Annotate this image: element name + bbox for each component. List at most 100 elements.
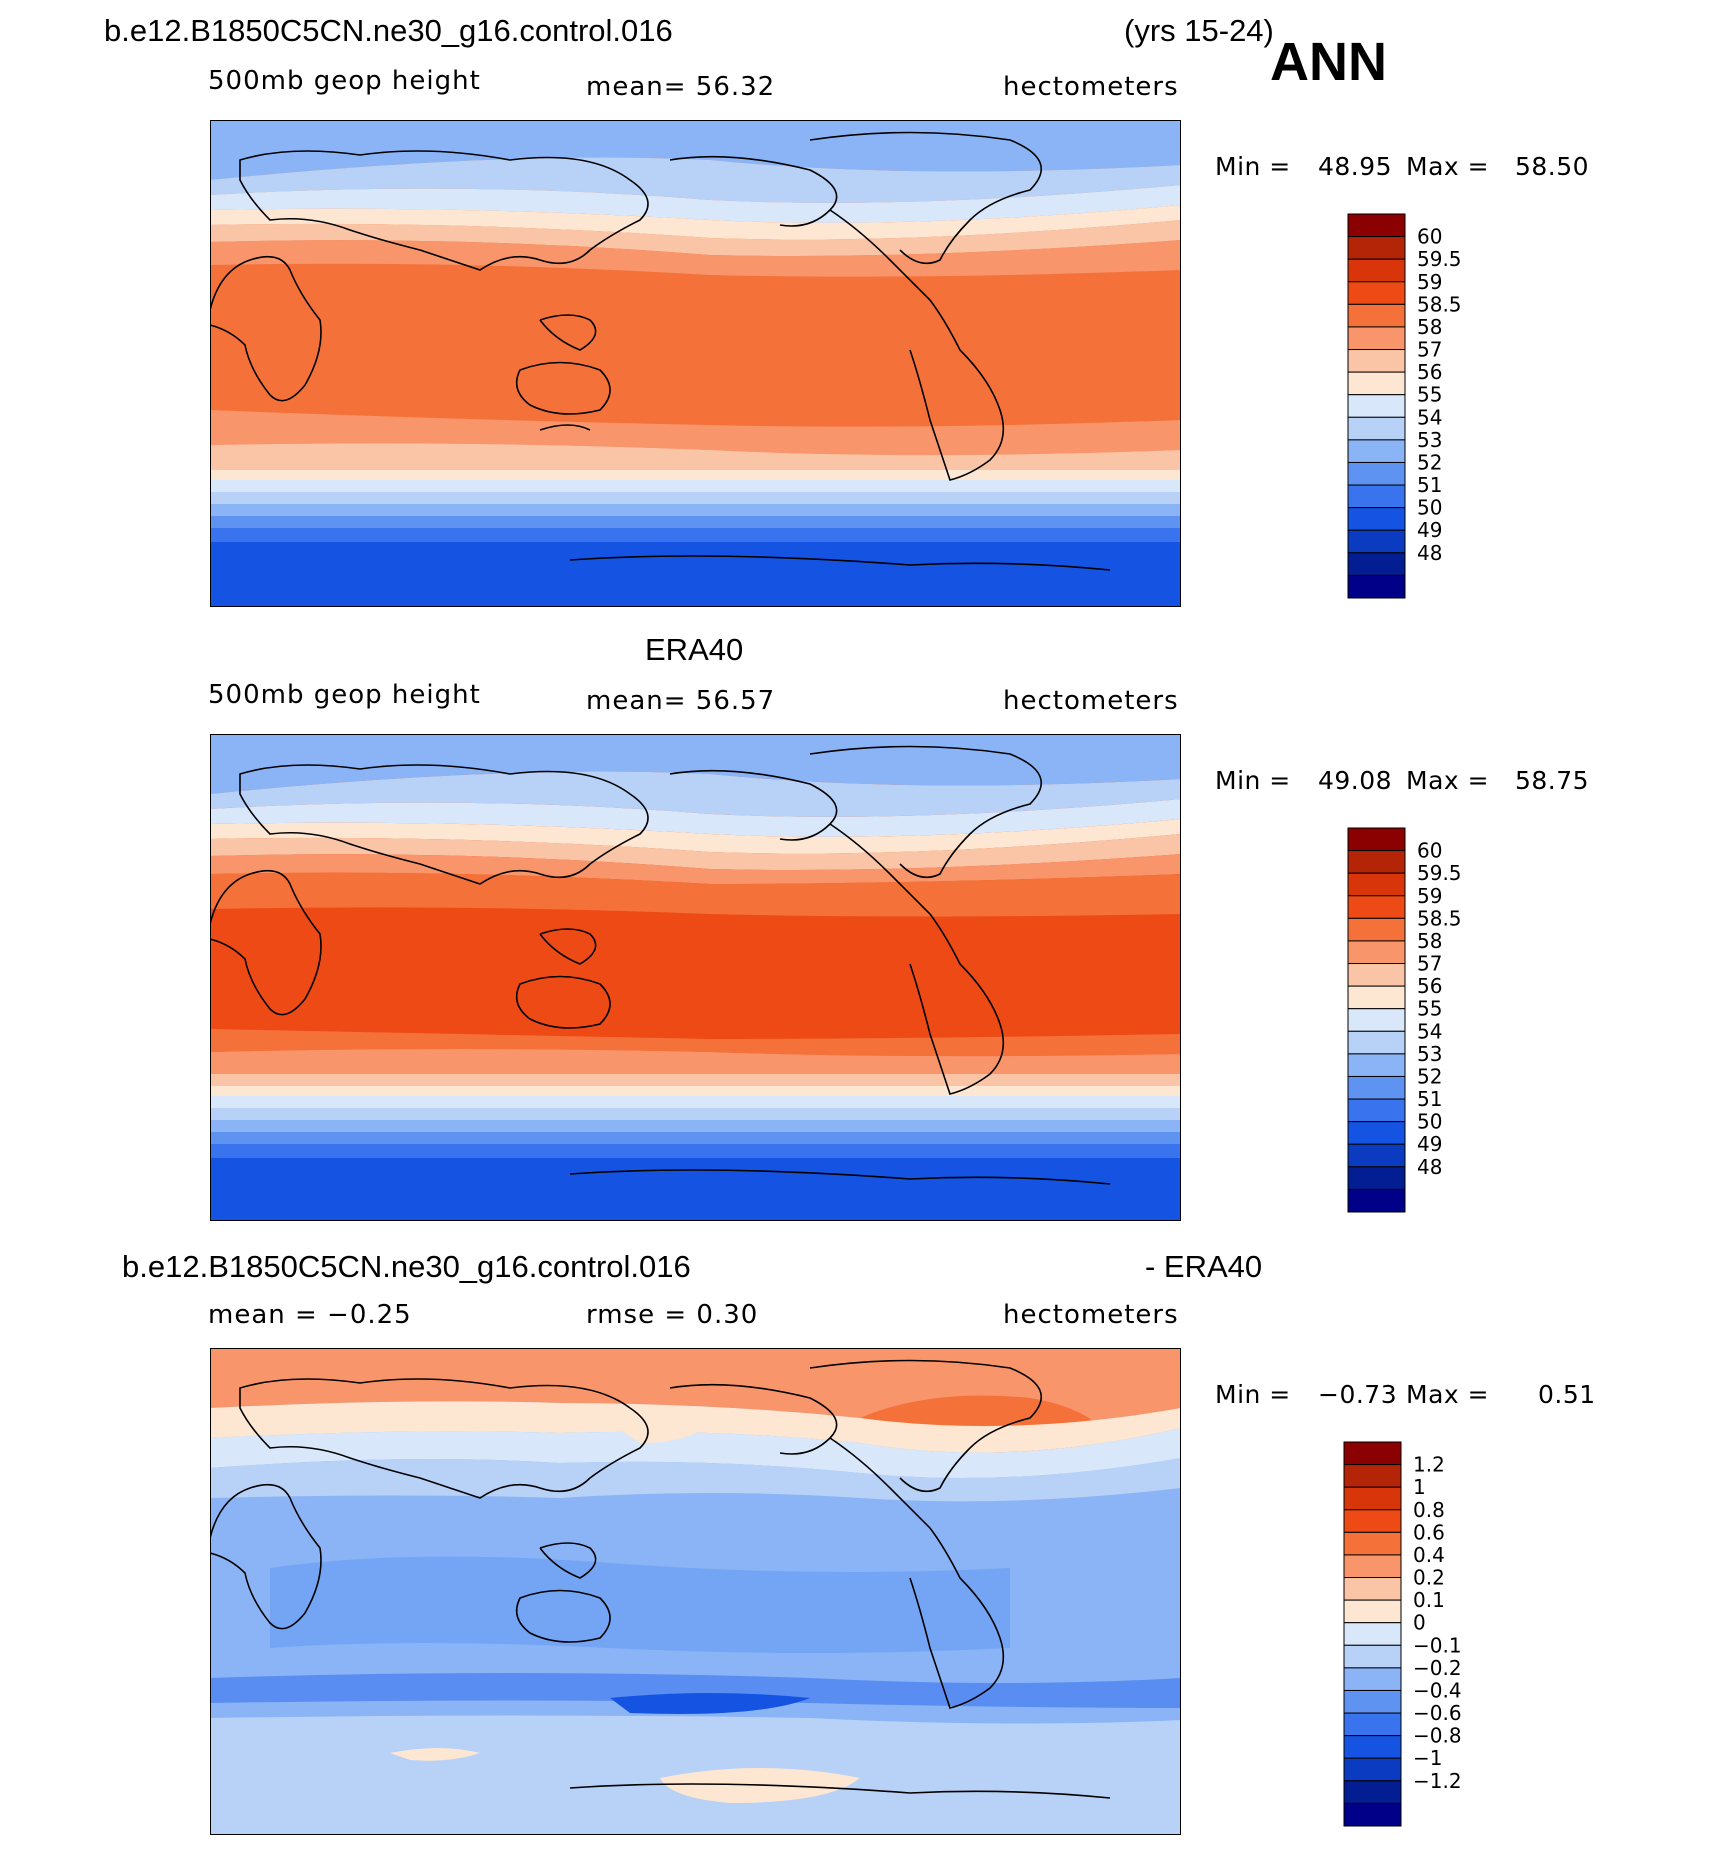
colorbar-label: 1 (1413, 1475, 1426, 1499)
colorbar-swatch (1347, 507, 1406, 531)
colorbar-label: 0 (1413, 1611, 1426, 1635)
colorbar-label: 53 (1417, 1042, 1442, 1066)
colorbar-label: 49 (1417, 1132, 1442, 1156)
colorbar-swatch (1343, 1531, 1402, 1556)
colorbar-label: 58 (1417, 315, 1442, 339)
colorbar-swatch (1347, 850, 1406, 874)
colorbar-label: −0.1 (1413, 1633, 1462, 1657)
colorbar-swatch (1347, 963, 1406, 987)
colorbar-swatch (1343, 1735, 1402, 1759)
colorbar-swatch (1347, 371, 1406, 396)
colorbar-label: 48 (1417, 1155, 1442, 1179)
panel3-map (210, 1348, 1181, 1835)
panel1-max-value: 58.50 (1515, 152, 1590, 181)
colorbar-swatch (1347, 895, 1406, 919)
colorbar-label: −0.4 (1413, 1678, 1462, 1702)
colorbar-label: 56 (1417, 360, 1442, 384)
colorbar-swatch (1347, 1075, 1406, 1100)
colorbar-label: 55 (1417, 997, 1442, 1021)
colorbar-swatch (1347, 281, 1406, 305)
years-label: (yrs 15-24) (1124, 13, 1274, 48)
colorbar-label: 60 (1417, 225, 1442, 249)
colorbar-label: −1.2 (1413, 1769, 1462, 1793)
panel3-units: hectometers (1003, 1300, 1179, 1330)
colorbar-label: 50 (1417, 1110, 1442, 1134)
colorbar-swatch (1343, 1577, 1402, 1601)
panel2-min-value: 49.08 (1318, 766, 1393, 795)
colorbar-swatch (1343, 1644, 1402, 1669)
colorbar-label: −1 (1413, 1746, 1442, 1770)
colorbar-label: 58 (1417, 929, 1442, 953)
panel3-min-value: −0.73 (1318, 1380, 1398, 1409)
colorbar-label: 59.5 (1417, 861, 1462, 885)
colorbar-label: 54 (1417, 1019, 1442, 1043)
colorbar-swatch (1347, 940, 1406, 965)
colorbar-swatch (1347, 529, 1406, 554)
panel3-min-label: Min = (1215, 1380, 1291, 1409)
colorbar-swatch (1347, 1121, 1406, 1145)
panel2-max-value: 58.75 (1515, 766, 1590, 795)
colorbar-label: 54 (1417, 405, 1442, 429)
colorbar-swatch (1347, 303, 1406, 328)
colorbar-swatch (1347, 1030, 1406, 1055)
panel2-map (210, 734, 1181, 1221)
colorbar-swatch (1347, 416, 1406, 441)
panel2-colorbar: 60 59.5 59 58.5 58 57 56 55 54 53 52 51 50 49 48 (1347, 827, 1468, 1213)
colorbar-swatch (1343, 1486, 1402, 1511)
colorbar-label: 59 (1417, 270, 1442, 294)
colorbar-swatch (1347, 326, 1406, 351)
panel3-colorbar: 1.2 1 0.8 0.6 0.4 0.2 0.1 0 −0.1 −0.2 −0.4 −0.6 −0.8… (1343, 1441, 1464, 1827)
panel3-max-label: Max = (1406, 1380, 1490, 1409)
colorbar-swatch (1343, 1599, 1402, 1624)
colorbar-swatch (1347, 439, 1406, 463)
colorbar-swatch (1343, 1509, 1402, 1533)
colorbar-label: 53 (1417, 428, 1442, 452)
colorbar-label: −0.8 (1413, 1724, 1462, 1748)
panel2-title: ERA40 (645, 632, 744, 667)
colorbar-swatch (1343, 1441, 1402, 1466)
colorbar-label: 59.5 (1417, 247, 1462, 271)
colorbar-swatch (1347, 1098, 1406, 1123)
colorbar-swatch (1343, 1622, 1402, 1646)
panel2-max-label: Max = (1406, 766, 1490, 795)
colorbar-label: 58.5 (1417, 906, 1462, 930)
colorbar-swatch (1347, 484, 1406, 509)
panel1-variable: 500mb geop height (208, 66, 481, 96)
colorbar-swatch (1343, 1757, 1402, 1782)
colorbar-label: 52 (1417, 1064, 1442, 1088)
colorbar-swatch (1347, 574, 1406, 599)
panel3-title-right: - ERA40 (1145, 1249, 1263, 1284)
panel1-mean: mean= 56.32 (586, 72, 776, 102)
colorbar-label: −0.6 (1413, 1701, 1462, 1725)
colorbar-swatch (1347, 872, 1406, 897)
panel2-variable: 500mb geop height (208, 680, 481, 710)
colorbar-swatch (1347, 349, 1406, 373)
panel3-title: b.e12.B1850C5CN.ne30_g16.control.016 (122, 1249, 691, 1284)
colorbar-label: 0.4 (1413, 1543, 1445, 1567)
colorbar-label: 1.2 (1413, 1453, 1445, 1477)
colorbar-swatch (1343, 1802, 1402, 1827)
colorbar-label: 51 (1417, 473, 1442, 497)
colorbar-label: 58.5 (1417, 292, 1462, 316)
season-label: ANN (1270, 32, 1387, 92)
colorbar-swatch (1343, 1464, 1402, 1488)
colorbar-label: 55 (1417, 383, 1442, 407)
colorbar-label: 57 (1417, 338, 1442, 362)
colorbar-label: 60 (1417, 839, 1442, 863)
colorbar-swatch (1347, 1008, 1406, 1032)
colorbar-swatch (1347, 1143, 1406, 1168)
panel3-max-value: 0.51 (1538, 1380, 1596, 1409)
panel3-mean: mean = −0.25 (208, 1300, 412, 1330)
colorbar-label: 59 (1417, 884, 1442, 908)
panel2-mean: mean= 56.57 (586, 686, 776, 716)
colorbar-label: 56 (1417, 974, 1442, 998)
colorbar-swatch (1347, 552, 1406, 576)
panel1-colorbar: 60 59.5 59 58.5 58 57 56 55 54 53 52 51 50 49 48 (1347, 213, 1468, 599)
colorbar-swatch (1347, 258, 1406, 283)
panel1-units: hectometers (1003, 72, 1179, 102)
colorbar-swatch (1343, 1712, 1402, 1737)
colorbar-label: 50 (1417, 496, 1442, 520)
colorbar-swatch (1347, 1166, 1406, 1190)
colorbar-swatch (1347, 236, 1406, 260)
colorbar-swatch (1347, 827, 1406, 852)
